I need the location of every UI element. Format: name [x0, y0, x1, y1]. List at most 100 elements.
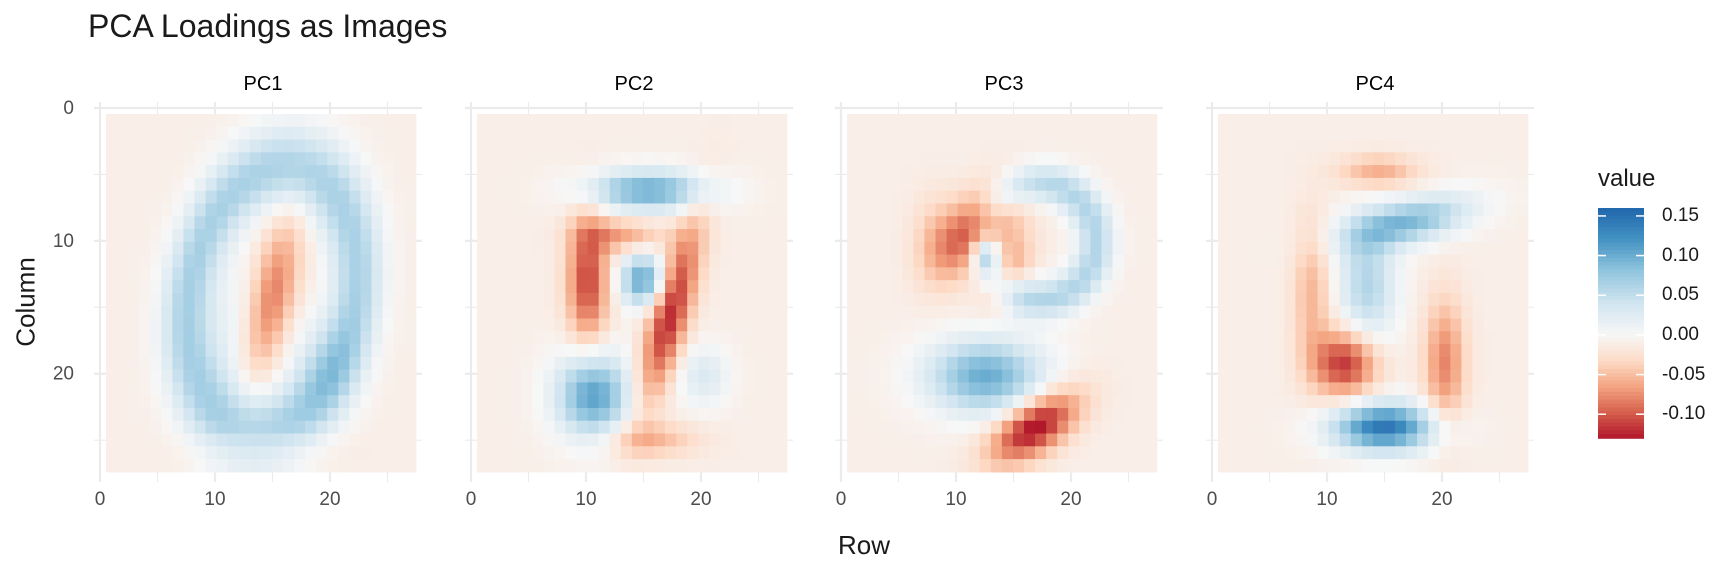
heatmap-cell	[532, 305, 544, 320]
heatmap-cell	[1024, 459, 1036, 473]
heatmap-cell	[1068, 139, 1080, 153]
heatmap-cell	[106, 369, 118, 383]
heatmap-cell	[1024, 395, 1036, 409]
heatmap-cell	[775, 152, 788, 166]
heatmap-cell	[316, 139, 328, 153]
heatmap-cell	[913, 114, 926, 128]
heatmap-cell	[1450, 459, 1462, 473]
heatmap-cell	[935, 126, 948, 141]
heatmap-cell	[565, 420, 578, 435]
heatmap-cell	[1516, 395, 1529, 409]
heatmap-cell	[847, 344, 859, 358]
heatmap-cell	[260, 459, 273, 473]
heatmap-cell	[499, 267, 511, 281]
heatmap-cell	[957, 382, 970, 396]
heatmap-cell	[294, 369, 306, 383]
heatmap-cell	[654, 331, 666, 345]
heatmap-cell	[709, 369, 721, 383]
heatmap-cell	[249, 292, 262, 307]
heatmap-cell	[698, 254, 710, 268]
heatmap-cell	[1350, 190, 1363, 205]
heatmap-cell	[1406, 292, 1418, 307]
heatmap-cell	[1262, 190, 1274, 205]
heatmap-cell	[1273, 446, 1285, 460]
heatmap-cell	[1317, 356, 1330, 371]
heatmap-cell	[946, 331, 959, 345]
heatmap-cell	[106, 318, 118, 332]
heatmap-cell	[902, 280, 914, 294]
heatmap-cell	[393, 382, 406, 396]
heatmap-cell	[979, 165, 992, 179]
heatmap-cell	[1494, 305, 1507, 320]
heatmap-cell	[1361, 177, 1374, 192]
heatmap-cell	[957, 305, 970, 320]
heatmap-cell	[869, 267, 881, 281]
heatmap-cell	[565, 344, 578, 358]
heatmap-cell	[1417, 126, 1429, 141]
heatmap-cell	[360, 292, 373, 307]
heatmap-cell	[139, 318, 151, 332]
heatmap-cell	[554, 305, 567, 320]
heatmap-cell	[1090, 433, 1103, 447]
heatmap-cell	[128, 114, 140, 128]
heatmap-cell	[1101, 254, 1114, 268]
heatmap-cell	[1057, 420, 1069, 435]
heatmap-cell	[924, 280, 937, 294]
heatmap-cell	[1229, 459, 1241, 473]
heatmap-cell	[1350, 139, 1363, 153]
y-tick-label: 10	[53, 231, 74, 252]
heatmap-cell	[1057, 318, 1069, 332]
heatmap-cell	[128, 139, 140, 153]
heatmap-cell	[1229, 433, 1241, 447]
heatmap-cell	[1406, 114, 1418, 128]
heatmap-cell	[150, 152, 162, 166]
heatmap-cell	[1505, 407, 1518, 422]
heatmap-cell	[128, 305, 140, 320]
heatmap-cell	[764, 241, 777, 256]
heatmap-cell	[1317, 280, 1330, 294]
heatmap-cell	[488, 114, 500, 128]
heatmap-cell	[316, 305, 328, 320]
heatmap-cell	[1123, 331, 1136, 345]
heatmap-cell	[349, 177, 362, 192]
heatmap-cell	[404, 216, 417, 230]
heatmap-cell	[709, 446, 721, 460]
heatmap-cell	[1134, 356, 1147, 371]
heatmap-cell	[360, 203, 373, 217]
heatmap-cell	[139, 114, 151, 128]
heatmap-cell	[360, 152, 373, 166]
heatmap-cell	[1012, 229, 1025, 243]
heatmap-cell	[968, 369, 981, 383]
heatmap-cell	[1461, 292, 1474, 307]
heatmap-cell	[1112, 254, 1125, 268]
heatmap-cell	[1350, 216, 1363, 230]
heatmap-cell	[227, 446, 240, 460]
heatmap-cell	[924, 344, 937, 358]
x-tick-label: 10	[575, 489, 596, 510]
heatmap-cell	[731, 126, 744, 141]
heatmap-cell	[979, 420, 992, 435]
heatmap-cell	[1035, 216, 1047, 230]
heatmap-cell	[1240, 165, 1252, 179]
heatmap-cell	[1068, 318, 1080, 332]
heatmap-cell	[1372, 369, 1385, 383]
heatmap-cell	[1317, 229, 1330, 243]
heatmap-cell	[946, 126, 959, 141]
heatmap-cell	[753, 229, 766, 243]
heatmap-cell	[382, 382, 395, 396]
heatmap-cell	[620, 459, 633, 473]
legend-color-step	[1598, 334, 1644, 340]
heatmap-cell	[1339, 292, 1352, 307]
heatmap-cell	[935, 318, 948, 332]
heatmap-cell	[979, 267, 992, 281]
heatmap-cell	[260, 177, 273, 192]
heatmap-cell	[139, 203, 151, 217]
heatmap-cell	[1339, 126, 1352, 141]
heatmap-cell	[227, 407, 240, 422]
heatmap-cell	[731, 254, 744, 268]
heatmap-cell	[1483, 126, 1496, 141]
heatmap-cell	[935, 114, 948, 128]
heatmap-cell	[698, 190, 710, 205]
heatmap-cell	[554, 165, 567, 179]
heatmap-cell	[598, 459, 611, 473]
